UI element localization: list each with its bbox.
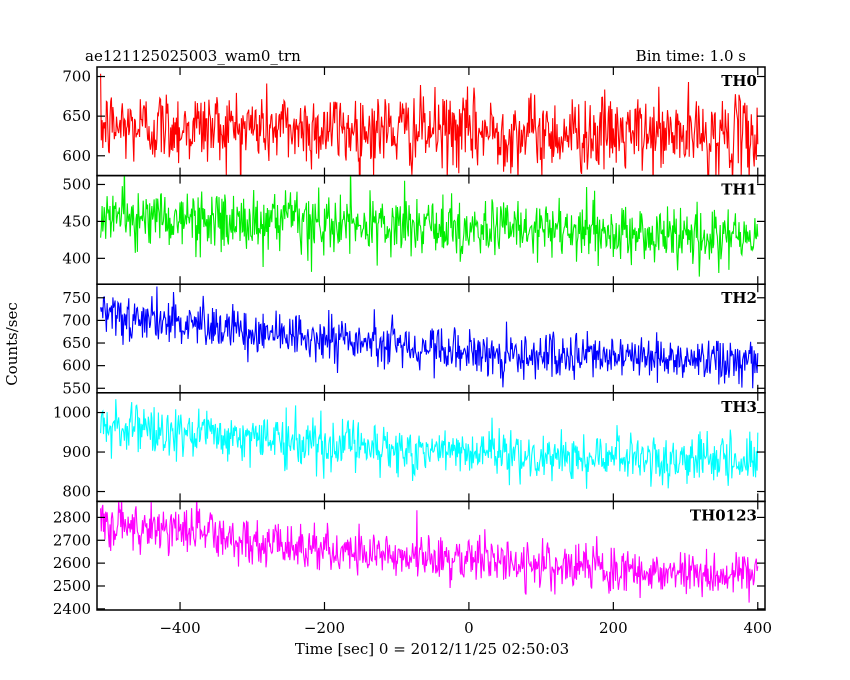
series-label-th3: TH3	[721, 398, 757, 416]
series-line-th0	[100, 73, 759, 176]
y-tick-label: 450	[62, 212, 91, 230]
y-axis-label: Counts/sec	[3, 302, 21, 386]
x-tick-label: 0	[464, 619, 474, 637]
observation-id-title: ae121125025003_wam0_trn	[85, 47, 301, 65]
series-line-th3	[100, 399, 759, 489]
series-label-th0: TH0	[721, 72, 757, 90]
panels-group: 600 650 700 TH0 400 450 500 TH1 550 600 650 700 750 T…	[53, 66, 772, 637]
x-axis-label: Time [sec] 0 = 2012/11/25 02:50:03	[295, 640, 569, 658]
y-tick-label: 1000	[53, 404, 91, 422]
y-tick-label: 600	[62, 357, 91, 375]
x-tick-label: −200	[304, 619, 345, 637]
series-line-th0123	[100, 501, 759, 603]
y-tick-label: 2800	[53, 508, 91, 526]
y-tick-label: 900	[62, 443, 91, 461]
series-line-th1	[100, 175, 759, 277]
y-tick-label: 650	[62, 334, 91, 352]
series-label-th2: TH2	[721, 289, 757, 307]
y-tick-label: 550	[62, 379, 91, 397]
y-tick-label: 400	[62, 249, 91, 267]
series-label-th0123: TH0123	[690, 506, 757, 524]
bin-time-label: Bin time: 1.0 s	[636, 47, 746, 65]
y-tick-label: 600	[62, 147, 91, 165]
y-tick-label: 2500	[53, 577, 91, 595]
y-tick-label: 2400	[53, 600, 91, 618]
x-tick-label: −400	[159, 619, 200, 637]
x-tick-label: 200	[599, 619, 628, 637]
panel-frame-th0123	[96, 500, 766, 611]
y-tick-label: 2600	[53, 554, 91, 572]
y-tick-label: 500	[62, 175, 91, 193]
y-tick-label: 700	[62, 311, 91, 329]
series-line-th2	[100, 286, 759, 389]
y-tick-label: 700	[62, 68, 91, 86]
x-tick-label: 400	[743, 619, 772, 637]
y-tick-label: 650	[62, 107, 91, 125]
series-label-th1: TH1	[721, 181, 757, 199]
y-tick-label: 2700	[53, 531, 91, 549]
y-tick-label: 800	[62, 483, 91, 501]
y-tick-label: 750	[62, 289, 91, 307]
